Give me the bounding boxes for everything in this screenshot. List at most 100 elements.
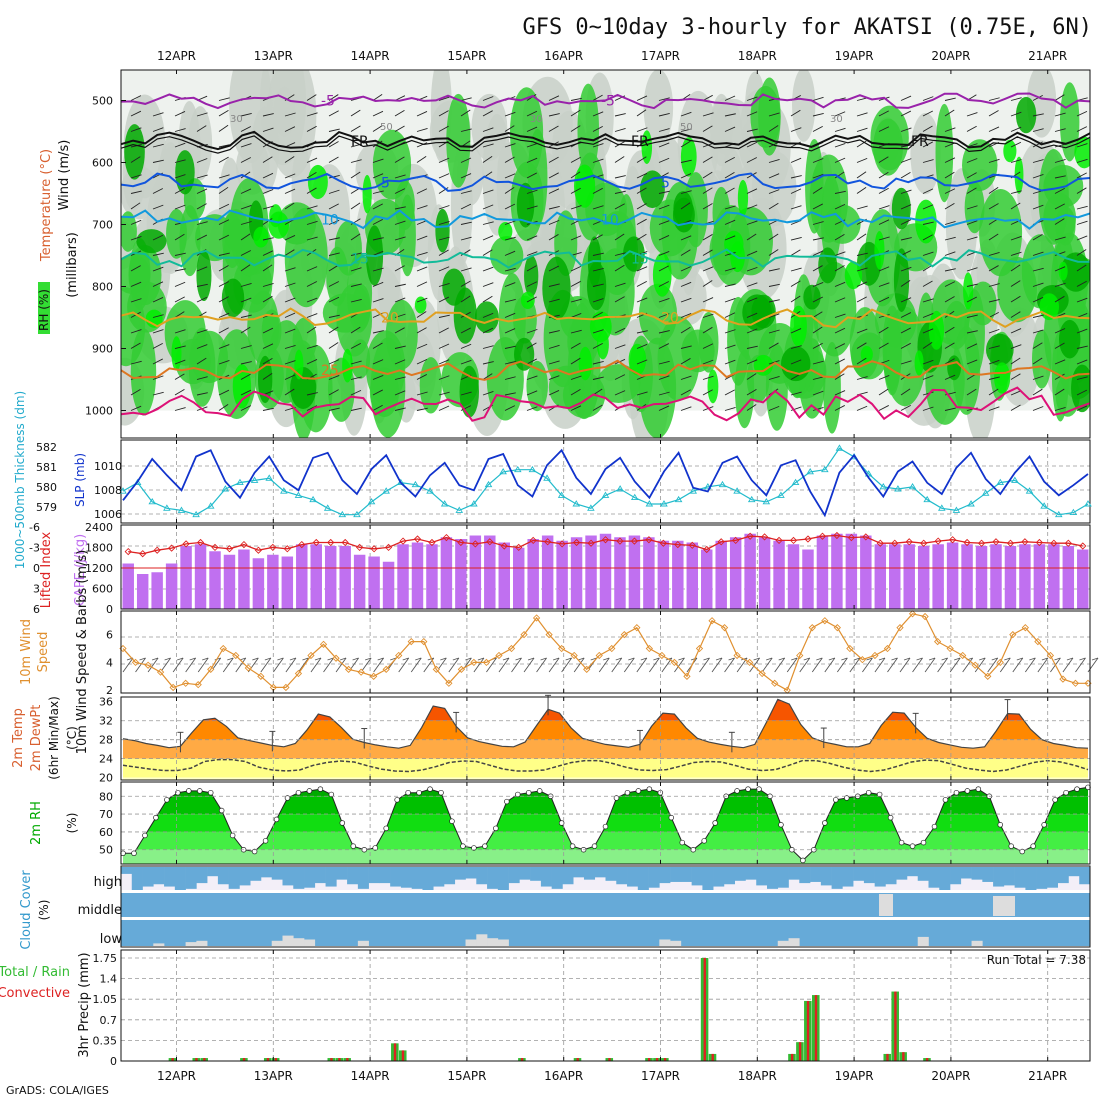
page-title-group: GFS 0~10day 3-hourly for AKATSI (0.75E, …	[522, 15, 1092, 40]
wind-barb	[724, 297, 736, 303]
cloud-high-cell	[594, 867, 606, 878]
wind-barb	[526, 265, 537, 272]
precip-conv-bar	[195, 1058, 198, 1061]
wind-barb	[218, 312, 230, 318]
cape-bar	[512, 547, 525, 609]
wind-barb-flag	[289, 657, 297, 661]
rh-blob	[171, 336, 182, 371]
wind-barb	[548, 156, 559, 163]
wind-barb	[460, 405, 472, 411]
top-date-axis: 12APR 13APR 14APR 15APR 16APR 17APR 18APR 19APR…	[157, 49, 1067, 63]
rh-point	[306, 788, 313, 794]
wind-barb	[614, 327, 626, 334]
wind-barb-flag	[477, 657, 485, 661]
wind-barb	[592, 404, 603, 411]
rh-blob	[277, 202, 317, 245]
wind-barb	[438, 391, 450, 396]
li-point	[1035, 538, 1044, 547]
wind-barb-10m	[486, 657, 497, 673]
cloud-high-cell	[659, 867, 671, 884]
wind-barb	[416, 297, 428, 303]
cloud-high-cell	[745, 867, 757, 880]
date-tick-bottom: 14APR	[351, 1069, 390, 1083]
wind-barb	[614, 175, 626, 179]
wind-barb	[460, 173, 472, 179]
wind-barb	[944, 374, 956, 380]
rh-blob	[574, 164, 596, 208]
rh-blob	[577, 83, 600, 175]
wind-barb	[592, 143, 604, 148]
date-tick-top: 12APR	[157, 49, 196, 63]
wind-barb	[240, 233, 251, 241]
wind-barb	[702, 94, 713, 101]
wind-barb	[922, 234, 933, 241]
wind-barb-flag	[252, 657, 259, 661]
thickness-point	[1084, 500, 1092, 507]
wind-barb	[702, 375, 714, 380]
wind-barb	[614, 374, 626, 380]
cloud-high-cell	[1014, 867, 1026, 888]
credit-label: GrADS: COLA/IGES	[6, 1084, 109, 1097]
rh-blob	[1015, 96, 1037, 134]
wind-barb	[482, 282, 494, 287]
wind-barb	[284, 126, 296, 132]
wind-barb	[922, 328, 934, 334]
wind-barb	[306, 187, 317, 194]
wind-barb	[790, 127, 802, 132]
wind-barb	[966, 343, 978, 349]
cloud-high-cell	[960, 867, 972, 879]
isotherm-label: 20	[381, 311, 399, 327]
isotherm-label: 20	[661, 311, 679, 327]
label-rh: RH (%)	[37, 289, 51, 331]
wind-barb	[218, 359, 230, 365]
rh-blob	[175, 150, 195, 195]
wind-barb	[504, 345, 516, 349]
wind-barb	[1076, 158, 1088, 163]
wind-barb	[1054, 295, 1065, 303]
slp-tick: 1008	[94, 484, 122, 497]
wind-barb	[1032, 357, 1043, 365]
wind-barb	[724, 252, 736, 256]
cape-bar	[353, 554, 366, 609]
wind-barb	[306, 326, 317, 334]
rh-blob	[136, 229, 167, 254]
wind-barb	[768, 313, 780, 318]
li-point	[920, 539, 928, 547]
wind-barb	[504, 392, 516, 396]
wind-barb	[570, 375, 582, 380]
wind-barb	[460, 327, 471, 334]
rh-blob	[121, 211, 137, 252]
wind-barb	[196, 203, 207, 210]
wind-barb	[944, 296, 955, 303]
precip-tick: 1.05	[93, 993, 118, 1006]
rh-blob	[751, 294, 776, 329]
wind-barb	[350, 360, 362, 365]
wind-barb-10m	[473, 657, 485, 673]
rh-point	[536, 788, 543, 794]
wind-barb-flag	[302, 657, 309, 661]
wind-barb	[416, 127, 428, 132]
temp-tick: 32	[99, 715, 113, 728]
cloud-high-cell	[250, 867, 262, 881]
wind-barb	[394, 188, 406, 194]
thickness-point	[718, 480, 727, 488]
wind-barb	[988, 97, 1000, 101]
wind-barb	[922, 375, 934, 380]
wind-barb	[812, 158, 824, 163]
wind-barb	[768, 233, 779, 241]
wind-barb	[966, 187, 977, 194]
wind-barb	[1076, 297, 1088, 303]
wind-barb	[724, 235, 736, 241]
wind-barb	[1032, 388, 1043, 396]
wind-barb-flag	[891, 657, 898, 661]
wind-barb	[284, 282, 296, 287]
li-tick: 3	[33, 583, 40, 596]
thickness-point	[557, 491, 566, 498]
wind-barb	[130, 405, 142, 411]
wind-barb	[262, 172, 274, 179]
wind-barb	[460, 359, 472, 365]
wind-barb	[746, 312, 758, 318]
wind-barb	[614, 203, 625, 210]
wind-barb	[812, 173, 824, 179]
wind-barb	[1032, 204, 1044, 210]
